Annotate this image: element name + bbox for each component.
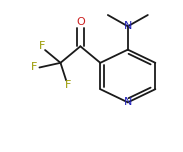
- Text: N: N: [124, 97, 132, 107]
- Text: O: O: [76, 17, 85, 27]
- Text: F: F: [65, 80, 71, 90]
- Text: F: F: [31, 62, 38, 73]
- Text: N: N: [124, 21, 132, 31]
- Text: F: F: [39, 41, 45, 51]
